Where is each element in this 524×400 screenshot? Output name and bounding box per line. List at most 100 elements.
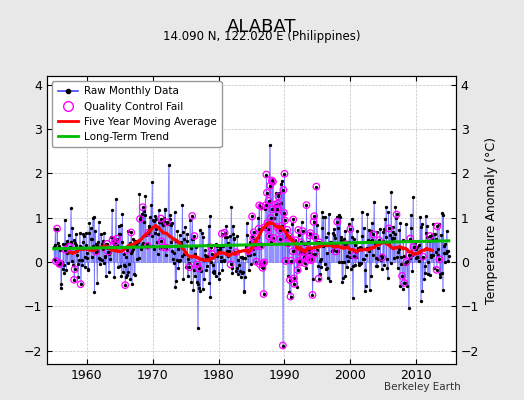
Point [226,261,235,268]
Point [257,243,265,249]
Point [52,258,60,264]
Point [303,256,312,263]
Point [263,220,271,226]
Point [70,276,78,283]
Point [293,244,301,250]
Point [400,280,408,286]
Point [426,233,434,239]
Point [267,239,276,245]
Point [274,193,282,200]
Point [294,227,302,233]
Point [163,219,171,226]
Point [221,230,229,236]
Point [190,233,199,239]
Point [375,237,383,244]
Point [333,219,342,225]
Point [252,241,260,247]
Point [77,281,85,288]
Point [252,258,260,265]
Point [208,251,216,257]
Point [281,217,289,224]
Point [272,224,281,230]
Point [162,244,170,251]
Point [287,258,295,264]
Point [346,226,355,232]
Point [245,247,254,253]
Point [267,215,275,221]
Point [271,201,279,208]
Point [290,281,299,287]
Point [244,248,253,255]
Point [264,226,272,232]
Point [138,204,147,210]
Point [315,239,323,246]
Point [286,277,294,283]
Point [296,249,304,255]
Point [61,246,70,253]
Point [311,250,319,257]
Point [255,226,263,232]
Point [194,265,203,272]
Point [299,249,308,255]
Point [402,259,411,265]
Point [263,190,271,196]
Point [55,261,63,267]
Point [268,206,277,212]
Point [264,198,272,204]
Point [127,229,135,236]
Legend: Raw Monthly Data, Quality Control Fail, Five Year Moving Average, Long-Term Tren: Raw Monthly Data, Quality Control Fail, … [52,81,222,147]
Text: 14.090 N, 122.020 E (Philippines): 14.090 N, 122.020 E (Philippines) [163,30,361,43]
Point [70,266,79,272]
Point [392,211,401,218]
Point [266,182,275,189]
Point [92,248,100,255]
Point [302,202,311,208]
Text: Berkeley Earth: Berkeley Earth [385,382,461,392]
Point [273,206,281,212]
Point [406,235,414,242]
Point [104,248,112,255]
Point [342,241,350,247]
Point [307,257,315,264]
Point [296,259,304,266]
Point [405,252,413,258]
Point [281,258,290,264]
Point [111,239,119,245]
Point [306,230,314,236]
Point [123,247,131,253]
Point [217,230,226,237]
Point [309,219,318,225]
Y-axis label: Temperature Anomaly (°C): Temperature Anomaly (°C) [485,136,498,304]
Point [288,237,296,244]
Point [312,183,321,190]
Point [350,252,358,259]
Text: ALABAT: ALABAT [227,18,297,36]
Point [419,253,427,260]
Point [289,216,298,223]
Point [108,237,117,243]
Point [269,179,277,185]
Point [293,267,302,273]
Point [144,230,152,236]
Point [378,254,387,261]
Point [301,260,309,266]
Point [193,261,201,268]
Point [268,177,276,184]
Point [259,291,268,297]
Point [280,171,289,177]
Point [433,223,441,230]
Point [232,249,241,256]
Point [136,216,144,222]
Point [255,202,264,208]
Point [280,210,288,216]
Point [314,276,323,282]
Point [53,226,61,232]
Point [121,282,129,288]
Point [369,231,378,238]
Point [308,292,316,298]
Point [284,240,292,247]
Point [249,235,257,242]
Point [331,248,340,255]
Point [297,239,305,246]
Point [103,240,111,247]
